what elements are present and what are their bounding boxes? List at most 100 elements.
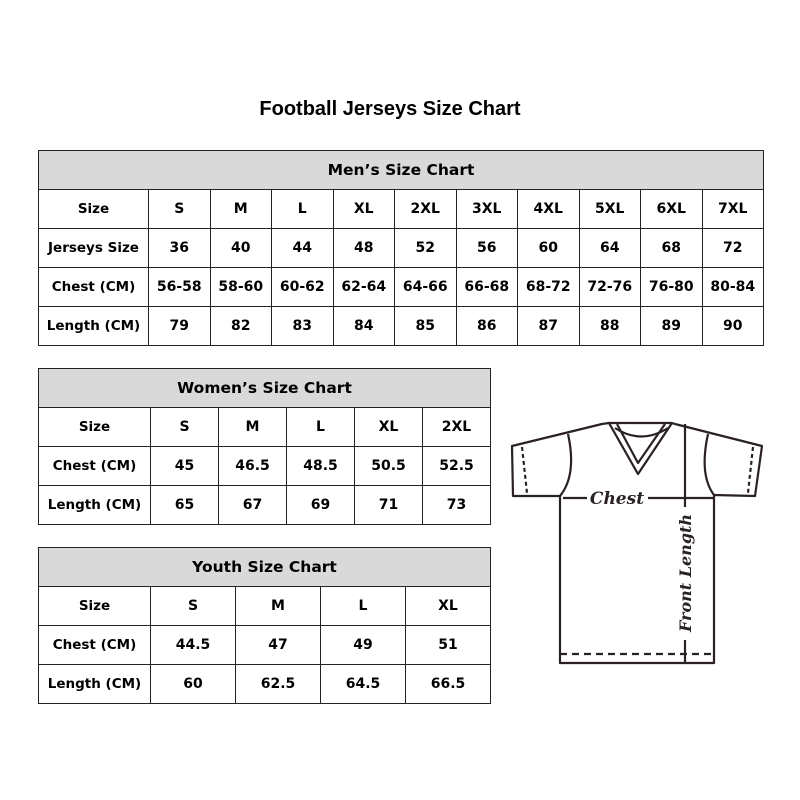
table-cell: 4XL [517, 189, 580, 229]
table-cell: 64 [578, 228, 641, 268]
table-row: Jerseys Size 36 40 44 48 52 56 60 64 68 72 [38, 228, 764, 268]
right-armhole [703, 433, 715, 496]
left-armhole [559, 433, 573, 497]
row-label: Jerseys Size [38, 228, 149, 268]
table-cell: S [148, 189, 211, 229]
table-cell: L [271, 189, 334, 229]
table-cell: 88 [578, 306, 641, 346]
table-cell: 66.5 [405, 664, 491, 704]
v-neck-inner [616, 423, 666, 465]
table-cell: 46.5 [218, 446, 287, 486]
table-cell: XL [332, 189, 395, 229]
chest-label: Chest [590, 489, 644, 509]
table-cell: 64.5 [320, 664, 406, 704]
jersey-measurement-diagram: Chest Front Length [510, 421, 764, 665]
table-cell: XL [354, 407, 423, 447]
table-cell: 68-72 [517, 267, 580, 307]
table-cell: 56-58 [148, 267, 211, 307]
table-cell: 84 [332, 306, 395, 346]
table-cell: 60 [150, 664, 236, 704]
table-cell: 5XL [578, 189, 641, 229]
left-sleeve-hem [520, 446, 529, 494]
table-cell: 48 [332, 228, 395, 268]
youth-table-heading: Youth Size Chart [38, 547, 491, 587]
table-cell: 90 [701, 306, 764, 346]
table-cell: 58-60 [209, 267, 272, 307]
table-cell: XL [405, 586, 491, 626]
mens-size-table: Men’s Size Chart Size S M L XL 2XL 3XL 4XL 5XL 6X… [38, 150, 764, 346]
table-cell: 52.5 [422, 446, 491, 486]
table-cell: 36 [148, 228, 211, 268]
table-cell: 7XL [701, 189, 764, 229]
table-cell: 72 [701, 228, 764, 268]
table-cell: 48.5 [286, 446, 355, 486]
table-cell: S [150, 407, 219, 447]
table-cell: 86 [455, 306, 518, 346]
table-cell: 64-66 [394, 267, 457, 307]
row-label: Chest (CM) [38, 267, 149, 307]
table-cell: 65 [150, 485, 219, 525]
table-cell: M [209, 189, 272, 229]
womens-table-heading: Women’s Size Chart [38, 368, 491, 408]
right-sleeve-hem [746, 446, 755, 494]
table-cell: 82 [209, 306, 272, 346]
table-row: Size S M L XL [38, 586, 491, 626]
table-cell: 89 [640, 306, 703, 346]
page-title: Football Jerseys Size Chart [259, 98, 521, 120]
table-cell: M [218, 407, 287, 447]
table-cell: 3XL [455, 189, 518, 229]
row-label: Chest (CM) [38, 446, 151, 486]
table-cell: 76-80 [640, 267, 703, 307]
table-cell: 62.5 [235, 664, 321, 704]
table-cell: 60 [517, 228, 580, 268]
row-label: Size [38, 189, 149, 229]
table-cell: 68 [640, 228, 703, 268]
inner-collar [614, 427, 669, 438]
table-cell: 44.5 [150, 625, 236, 665]
table-cell: 60-62 [271, 267, 334, 307]
table-cell: 85 [394, 306, 457, 346]
row-label: Size [38, 407, 151, 447]
table-cell: 67 [218, 485, 287, 525]
table-cell: 52 [394, 228, 457, 268]
table-row: Length (CM) 65 67 69 71 73 [38, 485, 491, 525]
table-cell: 47 [235, 625, 321, 665]
womens-size-table: Women’s Size Chart Size S M L XL 2XL Chest (CM… [38, 368, 491, 525]
row-label: Length (CM) [38, 306, 149, 346]
table-row: Size S M L XL 2XL 3XL 4XL 5XL 6XL 7XL [38, 189, 764, 229]
table-row: Chest (CM) 56-58 58-60 60-62 62-64 64-66 66-68… [38, 267, 764, 307]
table-row: Length (CM) 79 82 83 84 85 86 87 88 89 90 [38, 306, 764, 346]
table-row: Chest (CM) 45 46.5 48.5 50.5 52.5 [38, 446, 491, 486]
table-cell: L [320, 586, 406, 626]
v-neck-outer [608, 422, 673, 476]
table-row: Size S M L XL 2XL [38, 407, 491, 447]
table-cell: 2XL [394, 189, 457, 229]
table-cell: 44 [271, 228, 334, 268]
table-cell: 45 [150, 446, 219, 486]
row-label: Length (CM) [38, 664, 151, 704]
table-cell: 73 [422, 485, 491, 525]
table-cell: 6XL [640, 189, 703, 229]
table-cell: 79 [148, 306, 211, 346]
table-cell: 87 [517, 306, 580, 346]
table-cell: L [286, 407, 355, 447]
table-cell: 62-64 [332, 267, 395, 307]
table-cell: 2XL [422, 407, 491, 447]
table-cell: 56 [455, 228, 518, 268]
mens-table-heading: Men’s Size Chart [38, 150, 764, 190]
youth-size-table: Youth Size Chart Size S M L XL Chest (CM) 44.5… [38, 547, 491, 704]
table-cell: 80-84 [701, 267, 764, 307]
table-cell: 83 [271, 306, 334, 346]
table-cell: 51 [405, 625, 491, 665]
table-cell: 49 [320, 625, 406, 665]
table-cell: 72-76 [578, 267, 641, 307]
row-label: Chest (CM) [38, 625, 151, 665]
table-cell: 40 [209, 228, 272, 268]
table-row: Length (CM) 60 62.5 64.5 66.5 [38, 664, 491, 704]
table-cell: 66-68 [455, 267, 518, 307]
table-cell: M [235, 586, 321, 626]
table-cell: S [150, 586, 236, 626]
table-cell: 71 [354, 485, 423, 525]
front-length-label: Front Length [676, 514, 695, 633]
